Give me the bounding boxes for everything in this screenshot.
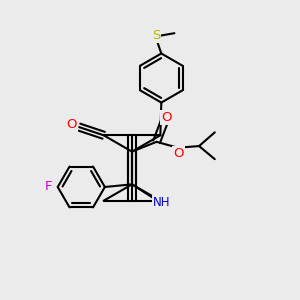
Text: O: O: [67, 118, 77, 131]
Text: O: O: [173, 147, 184, 160]
Text: O: O: [161, 111, 172, 124]
Text: S: S: [152, 29, 160, 42]
Text: NH: NH: [153, 196, 171, 209]
Text: F: F: [45, 181, 52, 194]
